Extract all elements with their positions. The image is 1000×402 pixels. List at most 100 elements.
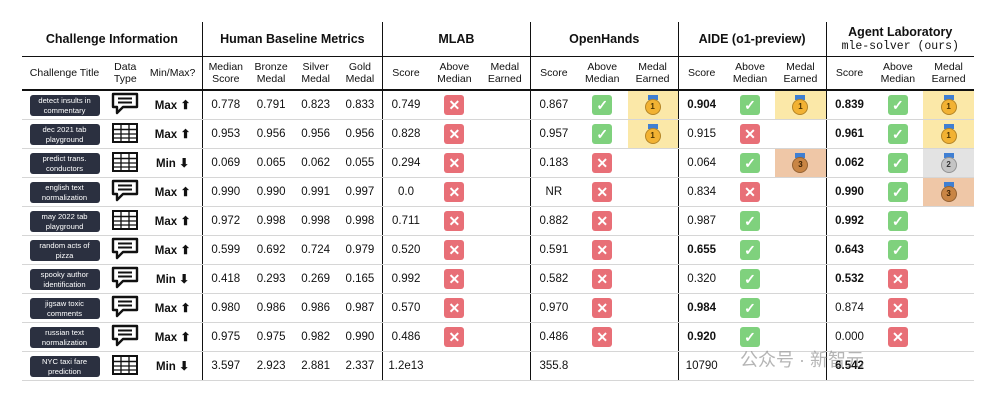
speech-bubble-icon [110, 179, 140, 206]
above-median-cell: ✕ [429, 293, 480, 323]
above-median-cell: ✓ [724, 293, 776, 323]
human-metric-cell: 0.972 [201, 206, 249, 236]
score-cell: 0.828 [381, 119, 430, 149]
score-cell: 0.992 [381, 264, 430, 294]
above-median-cell: ✕ [576, 177, 628, 207]
x-mark-icon: ✕ [592, 211, 613, 231]
min-max-label: Max [154, 129, 178, 141]
bronze-medal-icon: 3 [792, 153, 809, 173]
challenge-title-chip: dec 2021 tab playground [29, 123, 100, 145]
challenge-title-chip: jigsaw toxic comments [29, 297, 100, 319]
data-type-cell [107, 322, 144, 352]
score-cell: 0.882 [529, 206, 577, 236]
medal-earned-cell [627, 293, 679, 323]
col-silver-medal: Silver Medal [293, 56, 338, 91]
x-mark-icon: ✕ [592, 327, 613, 347]
score-cell: 0.867 [529, 90, 577, 120]
above-median-cell: ✕ [576, 264, 628, 294]
agent-lab-subtitle: mle-solver (ours) [841, 39, 959, 53]
human-metric-cell: 0.418 [201, 264, 249, 294]
table-row: predict trans. conductors Min ⬇ 0.069 0.065… [22, 148, 974, 178]
challenge-title-cell: random acts of pizza [22, 235, 108, 265]
human-metric-cell: 0.791 [248, 90, 294, 120]
above-median-cell: ✕ [576, 206, 628, 236]
medal-earned-cell [627, 264, 679, 294]
medal-earned-cell [627, 148, 679, 178]
challenge-title-chip: NYC taxi fare prediction [29, 355, 100, 377]
min-max-cell: Max ⬆ [143, 90, 203, 120]
medal-earned-cell [923, 264, 974, 294]
check-icon: ✓ [592, 124, 613, 144]
data-type-cell [107, 264, 144, 294]
min-max-label: Min [156, 361, 176, 373]
medal-earned-cell [479, 293, 531, 323]
x-mark-icon: ✕ [887, 269, 908, 289]
score-cell: 0.749 [381, 90, 430, 120]
col-aide-medal-earned: Medal Earned [775, 56, 826, 91]
data-type-cell [107, 351, 144, 381]
speech-bubble-icon [110, 295, 140, 322]
speech-bubble-icon [110, 92, 140, 119]
challenge-title-cell: jigsaw toxic comments [22, 293, 108, 323]
medal-earned-cell: 1 [627, 90, 679, 120]
table-row: dec 2021 tab playground Max ⬆ 0.953 0.956 0.… [22, 119, 974, 149]
human-metric-cell: 2.881 [293, 351, 338, 381]
col-mlab-above-median: Above Median [429, 56, 480, 91]
col-openhands-medal-earned: Medal Earned [627, 56, 679, 91]
above-median-cell: ✕ [576, 293, 628, 323]
above-median-cell: ✕ [429, 206, 480, 236]
human-metric-cell: 0.956 [293, 119, 338, 149]
human-metric-cell: 0.997 [337, 177, 383, 207]
medal-earned-cell [479, 322, 531, 352]
medal-earned-cell [775, 177, 826, 207]
col-openhands-score: Score [529, 56, 577, 91]
challenge-title-chip: predict trans. conductors [29, 152, 100, 174]
check-icon: ✓ [740, 153, 761, 173]
human-metric-cell: 0.991 [293, 177, 338, 207]
x-mark-icon: ✕ [444, 269, 465, 289]
data-type-cell [107, 90, 144, 120]
arrow-up-icon: ⬆ [177, 127, 191, 141]
human-metric-cell: 0.987 [337, 293, 383, 323]
score-cell: 10790 [677, 351, 725, 381]
data-type-cell [107, 206, 144, 236]
above-median-cell: ✓ [724, 148, 776, 178]
challenge-title-chip: may 2022 tab playground [29, 210, 100, 232]
human-metric-cell: 2.923 [248, 351, 294, 381]
gold-medal-icon: 1 [792, 95, 809, 115]
above-median-cell: ✕ [872, 264, 924, 294]
table-row: english text normalization Max ⬆ 0.990 0.99… [22, 177, 974, 207]
col-mlab-medal-earned: Medal Earned [479, 56, 531, 91]
score-cell: 0.957 [529, 119, 577, 149]
score-cell: 0.970 [529, 293, 577, 323]
agent-lab-title: Agent Laboratory [848, 25, 953, 40]
human-metric-cell: 0.986 [248, 293, 294, 323]
arrow-up-icon: ⬆ [177, 330, 191, 344]
above-median-cell: ✕ [576, 235, 628, 265]
gold-medal-icon: 1 [644, 95, 661, 115]
score-cell: 0.874 [825, 293, 873, 323]
data-type-cell [107, 177, 144, 207]
medal-earned-cell [923, 322, 974, 352]
challenge-title-cell: dec 2021 tab playground [22, 119, 108, 149]
x-mark-icon: ✕ [444, 153, 465, 173]
min-max-cell: Min ⬇ [143, 148, 203, 178]
check-icon: ✓ [740, 327, 761, 347]
above-median-cell: ✕ [724, 177, 776, 207]
above-median-cell: ✕ [429, 148, 480, 178]
score-cell: 0.920 [677, 322, 725, 352]
check-icon: ✓ [740, 269, 761, 289]
medal-earned-cell [479, 235, 531, 265]
check-icon: ✓ [740, 95, 761, 115]
above-median-cell: ✓ [872, 206, 924, 236]
above-median-cell: ✕ [872, 322, 924, 352]
human-metric-cell: 0.165 [337, 264, 383, 294]
min-max-cell: Max ⬆ [143, 119, 203, 149]
x-mark-icon: ✕ [592, 269, 613, 289]
x-mark-icon: ✕ [592, 153, 613, 173]
human-metric-cell: 0.975 [248, 322, 294, 352]
medal-earned-cell [479, 351, 531, 381]
table-row: russian text normalization Max ⬆ 0.975 0.97… [22, 322, 974, 352]
col-aide-score: Score [677, 56, 725, 91]
